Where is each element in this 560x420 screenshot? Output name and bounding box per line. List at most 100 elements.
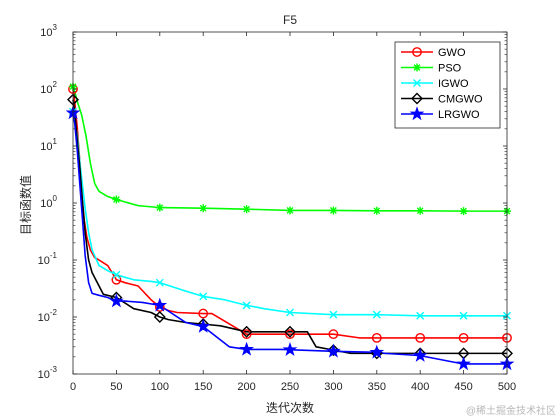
marker-igwo-shape [372, 310, 381, 319]
marker-lrgwo-shape [326, 343, 341, 358]
legend-marker-lrgwo-shape [409, 106, 425, 121]
x-axis-label: 迭代次数 [266, 400, 314, 415]
watermark: @稀土掘金技术社区 [466, 404, 556, 417]
marker-lrgwo [369, 344, 385, 359]
marker-igwo-shape [459, 311, 468, 320]
marker-cmgwo-shape [240, 325, 253, 338]
marker-gwo-shape [415, 332, 426, 343]
marker-lrgwo [456, 356, 471, 371]
y-tick-exponent: 1 [53, 137, 58, 146]
marker-gwo [458, 332, 469, 343]
marker-pso-shape [242, 205, 251, 214]
legend-label-igwo: IGWO [438, 78, 469, 90]
marker-gwo [241, 329, 252, 340]
marker-lrgwo [109, 293, 124, 308]
legend-marker-cmgwo [411, 92, 423, 105]
marker-lrgwo [326, 343, 341, 358]
legend-label-pso: PSO [438, 63, 462, 75]
x-tick-label: 100 [151, 381, 169, 393]
marker-igwo-shape [242, 301, 251, 310]
marker-lrgwo-shape [195, 318, 211, 333]
chart-title: F5 [283, 13, 297, 27]
series-line-pso [72, 86, 507, 212]
marker-igwo-shape [199, 292, 208, 301]
marker-pso [329, 206, 338, 215]
marker-pso [242, 205, 251, 214]
legend-marker-lrgwo [409, 106, 425, 121]
marker-lrgwo-shape [412, 347, 428, 362]
marker-pso [459, 207, 468, 216]
marker-pso-shape [199, 204, 208, 213]
x-tick-label: 50 [110, 381, 122, 393]
marker-gwo [198, 308, 209, 319]
x-tick-label: 200 [237, 381, 255, 393]
marker-pso-shape [459, 207, 468, 216]
marker-lrgwo [412, 347, 428, 362]
marker-gwo [415, 332, 426, 343]
marker-lrgwo-shape [282, 342, 298, 356]
series-line-lrgwo [72, 112, 507, 365]
marker-gwo-shape [458, 332, 469, 343]
marker-pso-shape [416, 206, 425, 215]
x-tick-label: 0 [70, 381, 76, 393]
y-tick-exponent: -2 [50, 308, 58, 317]
marker-igwo [199, 292, 208, 301]
x-tick-label: 350 [368, 381, 386, 393]
y-axis-label: 目标函数值 [18, 175, 33, 235]
marker-cmgwo [240, 325, 253, 338]
marker-lrgwo-shape [369, 344, 385, 359]
marker-pso [372, 206, 381, 215]
marker-lrgwo-shape [109, 293, 124, 308]
marker-pso [416, 206, 425, 215]
y-tick-exponent: -3 [50, 365, 58, 374]
legend-label-gwo: GWO [438, 47, 466, 59]
marker-pso-shape [112, 195, 121, 204]
legend: GWO PSO IGWO CMGWO LRGWO [394, 41, 501, 129]
marker-cmgwo-shape [153, 311, 166, 323]
x-tick-label: 150 [194, 381, 212, 393]
marker-pso [199, 204, 208, 213]
y-tick-exponent: 0 [53, 194, 58, 203]
tick-layer: 0 50 100 150 200 250 300 350 400 450 50010-310-210… [38, 23, 517, 393]
marker-gwo-shape [198, 308, 209, 319]
marker-igwo [286, 308, 294, 317]
marker-gwo-shape [285, 329, 295, 340]
x-tick-label: 250 [281, 381, 299, 393]
x-tick-label: 500 [498, 381, 516, 393]
marker-pso [286, 206, 294, 215]
marker-pso-shape [329, 206, 338, 215]
marker-igwo-shape [112, 270, 121, 279]
legend-marker-gwo [412, 47, 422, 57]
y-tick-exponent: -1 [50, 251, 58, 260]
marker-igwo [372, 310, 381, 319]
marker-lrgwo [195, 318, 211, 333]
marker-pso-shape [286, 206, 294, 215]
marker-igwo [329, 310, 338, 319]
marker-gwo-shape [328, 329, 339, 340]
marker-lrgwo-shape [152, 297, 168, 312]
marker-pso-shape [372, 206, 381, 215]
marker-lrgwo-shape [239, 341, 254, 356]
marker-pso [112, 195, 121, 204]
legend-marker-pso-shape [413, 63, 421, 72]
series-line-igwo [72, 111, 507, 317]
marker-igwo-shape [155, 278, 164, 287]
marker-lrgwo [282, 342, 298, 356]
legend-label-cmgwo: CMGWO [438, 94, 483, 106]
marker-igwo [459, 311, 468, 320]
marker-igwo [155, 278, 164, 287]
marker-igwo-shape [329, 310, 338, 319]
legend-marker-igwo-shape [413, 79, 421, 87]
marker-cmgwo [327, 344, 340, 357]
legend-marker-pso [413, 63, 421, 72]
marker-igwo-shape [286, 308, 294, 317]
series-layer [65, 82, 515, 371]
legend-marker-igwo [413, 79, 421, 87]
marker-cmgwo-shape [284, 325, 296, 338]
marker-gwo [328, 329, 339, 340]
marker-lrgwo-shape [456, 356, 471, 371]
marker-gwo [371, 332, 382, 343]
marker-lrgwo [152, 297, 168, 312]
marker-gwo [285, 329, 295, 340]
